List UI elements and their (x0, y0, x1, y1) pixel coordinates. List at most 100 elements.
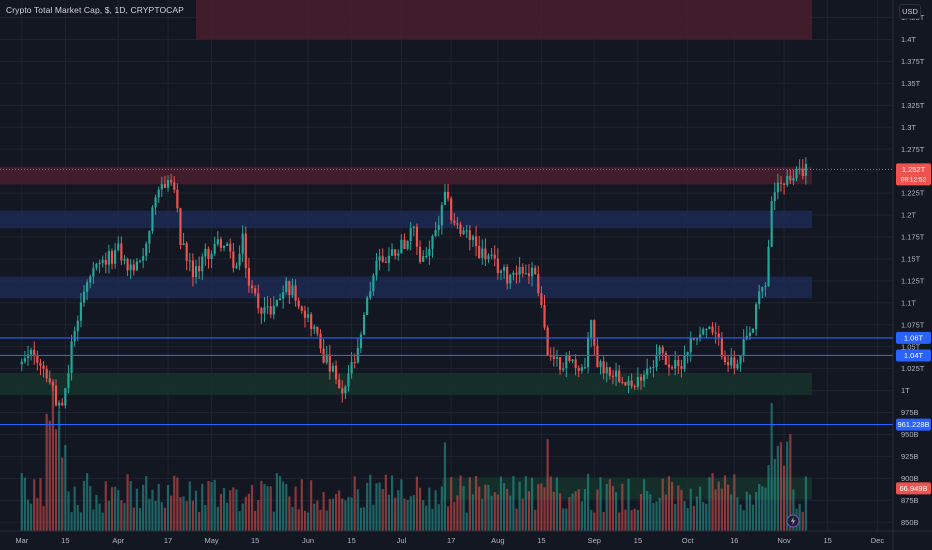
y-tick-label: 1.1T (901, 298, 916, 307)
candle-body (114, 250, 117, 264)
volume-bar (366, 482, 369, 531)
candle-body (711, 326, 714, 333)
time-axis[interactable]: Mar 15 Apr 17 May 15 Jun 15 Jul 17 Aug 15 Sep 15 Oct 16… (15, 536, 884, 545)
candle-body (306, 314, 310, 318)
candle-body (331, 365, 335, 372)
volume-bar (602, 511, 605, 531)
volume-bar (487, 484, 490, 531)
volume-bar (767, 465, 770, 531)
candle-body (300, 306, 303, 311)
zone-demand_blue (0, 276, 813, 299)
volume-bar (163, 507, 166, 531)
candle-body (515, 272, 518, 275)
candle-body (583, 367, 587, 369)
currency-selector[interactable]: USD (899, 4, 921, 19)
candle-body (67, 373, 70, 388)
candle-body (727, 362, 730, 366)
volume-bar (450, 477, 453, 531)
candle-body (496, 258, 499, 274)
replay-icon[interactable] (786, 514, 800, 528)
volume-bar (468, 477, 471, 531)
volume-bar (260, 480, 263, 531)
candle-body (344, 386, 347, 394)
candle-body (418, 246, 422, 262)
volume-bar (621, 483, 624, 531)
candle-body (661, 347, 664, 354)
candle-body (621, 381, 624, 383)
candle-body (179, 208, 182, 245)
volume-bar (154, 500, 157, 531)
candle-body (667, 364, 671, 368)
candle-body (440, 204, 443, 226)
volume-bar (680, 489, 683, 531)
volume-bar (362, 507, 366, 531)
volume-bar (313, 503, 316, 531)
volume-bar (232, 487, 235, 531)
candle-body (649, 367, 652, 369)
candle-body (686, 351, 689, 356)
volume-bar (736, 497, 739, 531)
volume-bar (599, 477, 602, 531)
candle-body (425, 256, 428, 258)
candle-body (366, 297, 369, 315)
candle-body (135, 261, 138, 271)
x-tick-label: Apr (112, 536, 124, 545)
volume-bar (689, 488, 692, 531)
candle-body (456, 223, 459, 225)
candle-body (36, 355, 39, 363)
volume-bar (247, 493, 251, 531)
candle-body (789, 175, 792, 181)
volume-bar (148, 498, 151, 531)
candle-body (586, 337, 590, 368)
volume-bar (555, 477, 559, 531)
candle-body (431, 236, 434, 250)
candle-body (736, 363, 739, 369)
candle-body (310, 314, 313, 330)
candle-body (288, 280, 291, 296)
candle-body (739, 355, 742, 364)
x-tick-label: Dec (871, 536, 885, 545)
candle-body (39, 362, 42, 366)
volume-bar (751, 504, 755, 531)
candle-body (627, 380, 630, 386)
volume-bar (574, 491, 577, 531)
volume-bar (356, 489, 359, 531)
volume-bar (372, 504, 375, 531)
candle-body (795, 168, 798, 179)
volume-bar (431, 508, 434, 531)
volume-bar (633, 508, 636, 531)
volume-bar (328, 498, 331, 531)
volume-bar (222, 487, 226, 531)
volume-bar (135, 488, 138, 531)
volume-bar (764, 487, 767, 531)
candle-body (244, 233, 247, 269)
x-tick-label: 15 (251, 536, 259, 545)
candle-body (319, 333, 322, 349)
volume-bar (527, 491, 531, 531)
volume-bar (145, 476, 148, 531)
x-tick-label: 17 (447, 536, 455, 545)
candle-body (680, 366, 683, 369)
candle-body (692, 338, 695, 340)
volume-bar (530, 477, 534, 531)
candle-body (204, 248, 207, 257)
volume-bar (319, 509, 322, 531)
candle-body (509, 274, 512, 284)
last-price-label: 1.252T (902, 165, 926, 174)
volume-bar (79, 512, 82, 531)
volume-bar (387, 494, 391, 531)
candle-body (555, 356, 559, 359)
candle-body (574, 359, 577, 369)
candle-body (481, 248, 484, 258)
candle-body (459, 224, 462, 234)
volume-bar (347, 496, 350, 531)
volume-bar (123, 503, 126, 531)
candle-body (123, 258, 126, 261)
candle-body (412, 226, 415, 228)
candle-body (568, 355, 571, 361)
zone-supply (196, 0, 813, 40)
candle-body (674, 359, 677, 369)
volume-bar (48, 420, 51, 531)
horizontal-levels (0, 168, 893, 426)
